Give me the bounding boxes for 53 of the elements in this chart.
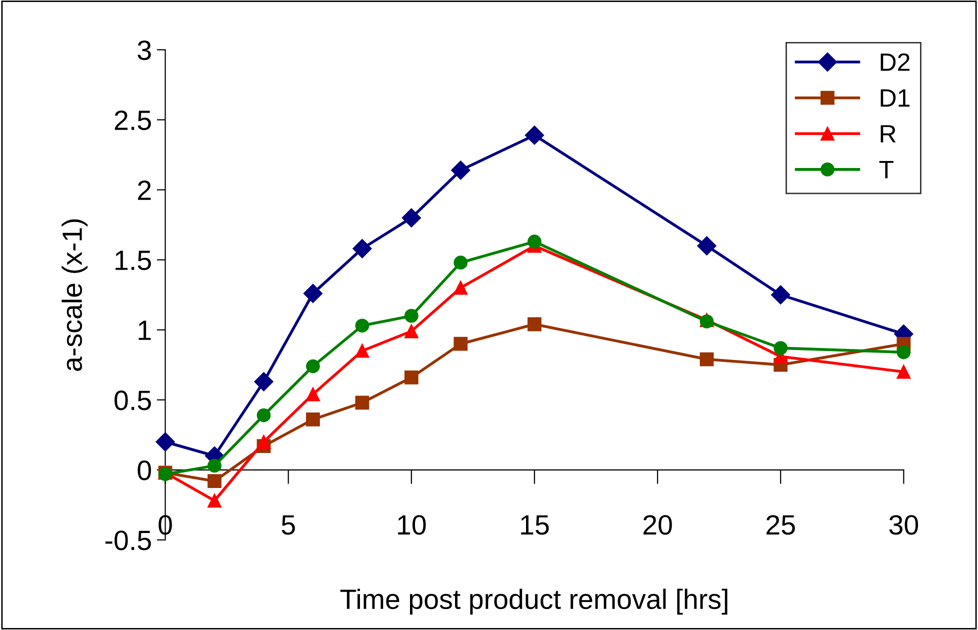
y-tick-label: -0.5 xyxy=(105,530,151,550)
point xyxy=(256,408,271,422)
x-tick-label: 30 xyxy=(889,515,918,535)
point xyxy=(355,396,370,410)
y-tick-label: 0.5 xyxy=(114,390,151,410)
legend-label: R xyxy=(880,125,896,142)
y-tick-label: 1.5 xyxy=(116,250,151,270)
point xyxy=(454,256,468,270)
point xyxy=(451,160,470,180)
y-tick-label: 3 xyxy=(138,40,151,60)
point xyxy=(355,344,370,358)
point xyxy=(524,126,544,145)
x-tick-label: 15 xyxy=(521,515,549,535)
point xyxy=(208,494,222,508)
legend-label: D1 xyxy=(880,89,910,107)
point xyxy=(528,234,542,249)
point xyxy=(352,239,372,258)
y-tick-label: 2.5 xyxy=(114,110,151,130)
y-tick-label: 0 xyxy=(138,460,152,480)
y-tick-label: 1 xyxy=(138,320,151,340)
point xyxy=(208,458,222,473)
legend-label: T xyxy=(879,160,894,178)
point xyxy=(404,324,418,338)
point xyxy=(528,317,542,332)
y-tick-label: 2 xyxy=(138,180,151,200)
point xyxy=(896,364,911,379)
point xyxy=(771,285,790,304)
point xyxy=(306,387,320,402)
legend-label: D2 xyxy=(880,53,910,71)
point xyxy=(402,208,421,228)
point xyxy=(454,280,468,295)
x-axis-title: Time post product removal [hrs] xyxy=(340,588,728,615)
y-axis-title: a-scale (x-1) xyxy=(62,219,88,371)
point xyxy=(404,308,418,323)
point xyxy=(254,372,274,392)
point xyxy=(256,434,271,449)
point xyxy=(355,318,370,333)
x-tick-label: 10 xyxy=(398,515,426,535)
point xyxy=(454,336,468,351)
point xyxy=(700,352,714,366)
x-tick-label: 20 xyxy=(643,515,672,535)
point xyxy=(774,341,788,355)
point xyxy=(306,412,320,426)
point xyxy=(156,432,175,452)
point xyxy=(404,370,418,384)
point xyxy=(303,284,322,303)
x-tick-label: 25 xyxy=(766,515,795,535)
point xyxy=(697,236,716,256)
point xyxy=(700,314,714,328)
point xyxy=(896,345,911,360)
point xyxy=(208,474,222,488)
point xyxy=(306,359,320,374)
x-tick-label: 5 xyxy=(282,515,295,535)
